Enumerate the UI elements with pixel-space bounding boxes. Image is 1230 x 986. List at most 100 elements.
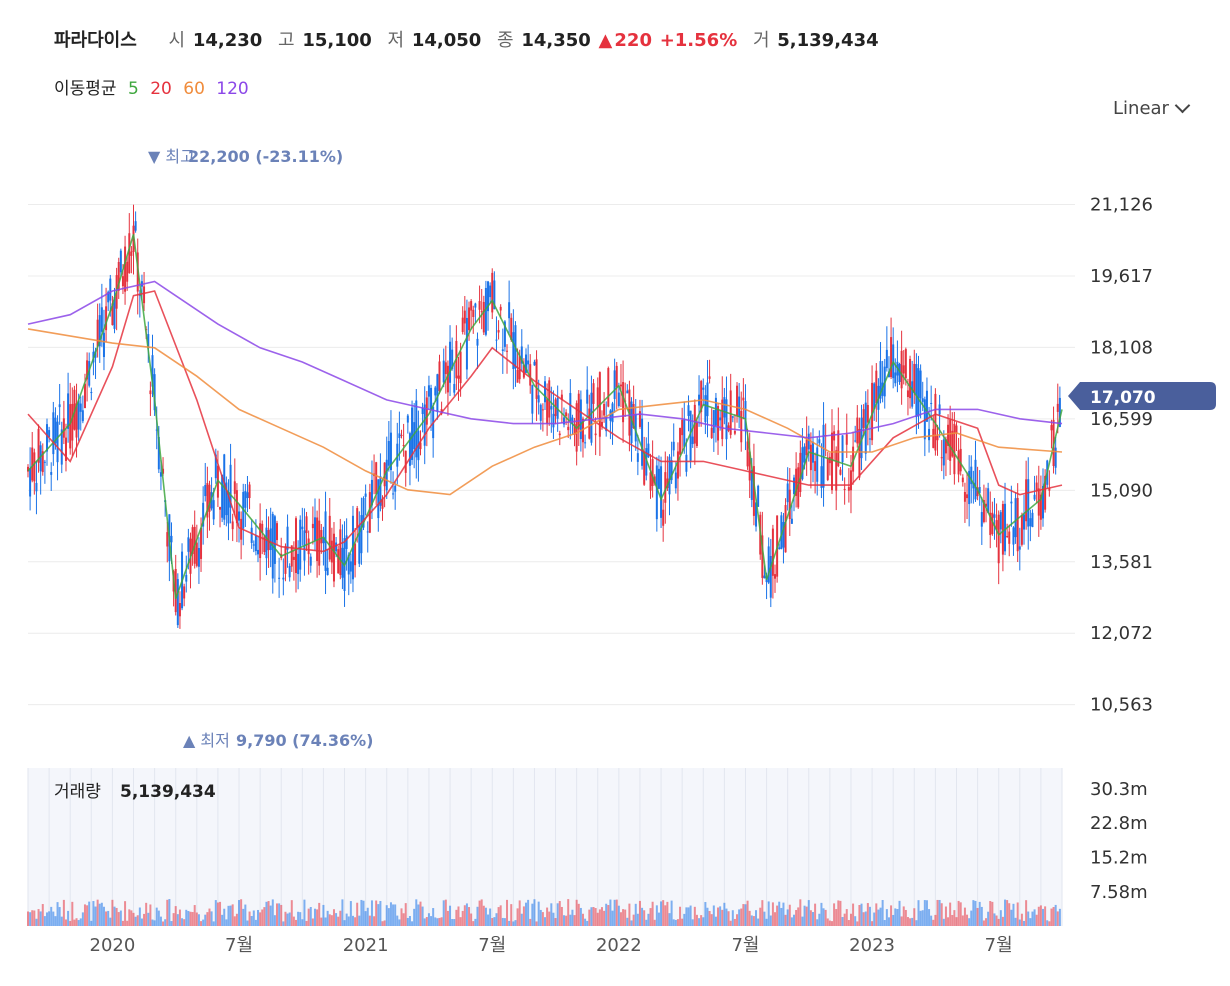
scale-selector[interactable]: Linear — [1113, 97, 1191, 119]
candle-body — [1058, 397, 1061, 427]
volume-bar — [706, 907, 709, 926]
candle-body — [820, 466, 823, 488]
ma-5-legend[interactable]: 5 — [127, 79, 139, 99]
price-tick-label: 21,126 — [1090, 195, 1153, 216]
ma-20-legend[interactable]: 20 — [150, 79, 172, 99]
volume-bar — [565, 915, 568, 926]
candle-body — [252, 544, 255, 546]
candle-body — [111, 303, 114, 326]
candle-body — [647, 443, 650, 458]
ma-60-legend[interactable]: 60 — [183, 79, 205, 99]
candle-body — [67, 393, 70, 429]
candle-body — [894, 372, 897, 384]
volume-bar — [290, 900, 293, 926]
volume-bar — [115, 907, 118, 926]
volume-bar — [214, 900, 217, 926]
candle-body — [487, 281, 490, 312]
volume-bar — [377, 904, 380, 926]
price-tick-label: 15,090 — [1090, 480, 1153, 501]
volume-bar — [1029, 918, 1032, 926]
volume-bar — [67, 910, 70, 926]
candle-body — [706, 382, 709, 417]
candle-body — [909, 358, 912, 399]
volume-label: 거 — [752, 30, 770, 51]
volume-bar — [1054, 904, 1057, 926]
volume-bar — [286, 913, 289, 926]
candle-body — [607, 368, 610, 407]
candle-body — [33, 452, 36, 482]
volume-bar — [379, 900, 382, 926]
candle-body — [58, 404, 61, 408]
volume-bar — [354, 917, 357, 926]
candle-body — [915, 364, 918, 418]
volume-bar — [987, 911, 990, 926]
volume-bar — [276, 903, 279, 926]
volume-bar — [605, 903, 608, 926]
volume-bar — [944, 906, 947, 926]
candle-body — [254, 535, 257, 552]
candle-body — [1027, 479, 1030, 527]
candle-body — [1004, 503, 1007, 552]
candle-body — [826, 457, 829, 480]
volume-bar — [451, 919, 454, 926]
volume-bar — [242, 908, 245, 926]
candle-body — [250, 527, 253, 543]
volume-bar — [62, 899, 65, 926]
volume-bar — [972, 900, 975, 926]
volume-bar — [88, 901, 91, 926]
volume-bar — [69, 920, 72, 926]
volume-bar — [1042, 908, 1045, 926]
candle-body — [1031, 512, 1034, 528]
candle-body — [107, 291, 110, 303]
candle-body — [52, 412, 55, 455]
volume-bar — [778, 901, 781, 926]
candle-body — [233, 481, 236, 494]
volume-bar — [227, 905, 230, 926]
volume-bar — [301, 919, 304, 926]
candle-body — [717, 406, 720, 441]
volume-bar — [147, 912, 150, 926]
candle-body — [265, 527, 268, 559]
volume-bar — [387, 908, 390, 926]
volume-bar — [769, 915, 772, 926]
candle-body — [246, 492, 249, 499]
candle-body — [651, 459, 654, 487]
candle-body — [191, 527, 194, 555]
volume-bar — [1033, 909, 1036, 926]
candle-body — [839, 469, 842, 475]
volume-bar — [562, 915, 565, 926]
volume-bar — [208, 908, 211, 926]
candle-body — [683, 419, 686, 447]
candle-body — [151, 355, 154, 387]
candle-body — [119, 250, 122, 273]
volume-bar — [358, 915, 361, 926]
candle-body — [364, 493, 367, 497]
volume-bar — [522, 906, 525, 926]
candle-body — [584, 442, 587, 444]
candle-body — [980, 512, 983, 527]
candle-body — [835, 450, 838, 491]
candle-body — [170, 535, 173, 543]
candle-body — [214, 454, 217, 479]
volume-bar — [303, 899, 306, 926]
volume-bar — [710, 914, 713, 926]
candle-body — [801, 447, 804, 480]
volume-bar — [252, 910, 255, 926]
candle-body — [520, 346, 523, 364]
candle-body — [413, 422, 416, 450]
ma-120-legend[interactable]: 120 — [216, 79, 249, 99]
volume-bar — [961, 915, 964, 926]
volume-bar — [132, 912, 135, 926]
volume-bar — [976, 907, 979, 926]
candle-body — [235, 490, 238, 524]
stock-name: 파라다이스 — [54, 30, 137, 51]
volume-bar — [560, 906, 563, 926]
candle-body — [282, 577, 285, 580]
volume-bar — [1025, 900, 1028, 926]
volume-bar — [818, 913, 821, 926]
volume-bar — [807, 900, 810, 926]
volume-bar — [189, 911, 192, 926]
candle-body — [742, 397, 745, 401]
volume-bar — [313, 908, 316, 926]
